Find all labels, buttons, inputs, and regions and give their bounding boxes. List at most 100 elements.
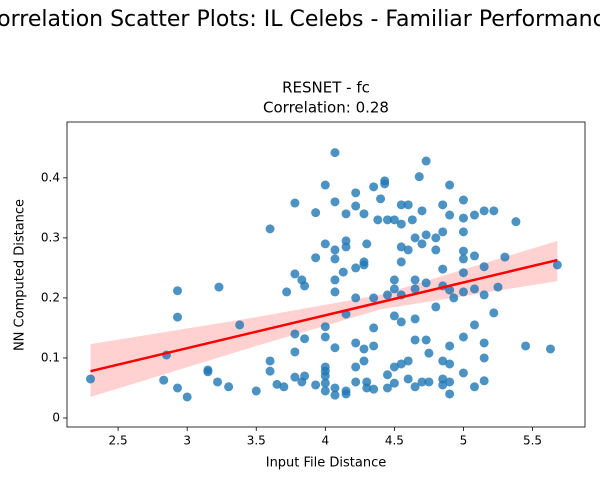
point [445, 389, 455, 399]
point [330, 343, 340, 353]
point [213, 377, 223, 387]
point [282, 287, 292, 297]
point [359, 209, 369, 219]
x-tick-label: 5.5 [523, 434, 542, 448]
point [438, 264, 448, 274]
point [320, 386, 330, 396]
point [359, 260, 369, 270]
point [445, 359, 455, 369]
point [173, 312, 183, 322]
point [403, 245, 413, 255]
point [469, 382, 479, 392]
point [431, 302, 441, 312]
point [341, 209, 351, 219]
point [173, 286, 183, 296]
point [362, 383, 372, 393]
point [382, 383, 392, 393]
x-tick-label: 3.5 [247, 434, 266, 448]
point [320, 239, 330, 249]
y-tick-label: 0.2 [41, 290, 60, 304]
point [159, 375, 169, 385]
point [479, 262, 489, 272]
point [407, 215, 417, 225]
y-tick-label: 0.1 [41, 350, 60, 364]
chart-subtitle: Correlation: 0.28 [263, 99, 389, 117]
point [396, 242, 406, 252]
point [421, 230, 431, 240]
point [272, 379, 282, 389]
chart-title: RESNET - fc [282, 79, 370, 97]
point [311, 380, 321, 390]
point [479, 290, 489, 300]
x-tick-label: 4 [321, 434, 329, 448]
point [458, 246, 468, 256]
point [389, 215, 399, 225]
point [351, 362, 361, 372]
point [396, 219, 406, 229]
point [417, 377, 427, 387]
point [417, 239, 427, 249]
point [421, 278, 431, 288]
point [479, 338, 489, 348]
x-tick-label: 2.5 [109, 434, 128, 448]
point [382, 215, 392, 225]
point [351, 201, 361, 211]
point [511, 217, 521, 227]
point [380, 179, 390, 189]
x-tick-label: 5 [460, 434, 468, 448]
point [396, 200, 406, 210]
point [389, 378, 399, 388]
point [369, 341, 379, 351]
figure-title: Correlation Scatter Plots: IL Celebs - F… [0, 7, 600, 32]
point [300, 334, 310, 344]
point [290, 372, 300, 382]
point [410, 284, 420, 294]
point [396, 359, 406, 369]
point [330, 275, 340, 285]
point [351, 188, 361, 198]
point [182, 392, 192, 402]
y-tick-label: 0 [52, 410, 60, 424]
point [458, 268, 468, 278]
point [369, 182, 379, 192]
point [469, 320, 479, 330]
point [320, 322, 330, 332]
point [410, 233, 420, 243]
point [369, 293, 379, 303]
point [251, 386, 261, 396]
point [458, 254, 468, 264]
point [479, 376, 489, 386]
point [438, 227, 448, 237]
point [359, 344, 369, 354]
point [351, 263, 361, 273]
point [396, 317, 406, 327]
point [403, 374, 413, 384]
point [300, 281, 310, 291]
point [389, 284, 399, 294]
point [311, 208, 321, 218]
point [458, 368, 468, 378]
point [320, 332, 330, 342]
point [445, 210, 455, 220]
point [431, 245, 441, 255]
point [445, 180, 455, 190]
point [403, 200, 413, 210]
point [458, 332, 468, 342]
y-tick-label: 0.4 [41, 170, 60, 184]
point [338, 267, 348, 277]
point [330, 254, 340, 264]
point [320, 378, 330, 388]
point [445, 341, 455, 351]
x-axis-label: Input File Distance [266, 456, 387, 471]
point [330, 383, 340, 393]
point [351, 338, 361, 348]
point [479, 206, 489, 216]
point [545, 344, 555, 354]
point [382, 370, 392, 380]
point [265, 224, 275, 234]
plot-frame [66, 121, 586, 428]
point [403, 356, 413, 366]
point [552, 260, 562, 270]
